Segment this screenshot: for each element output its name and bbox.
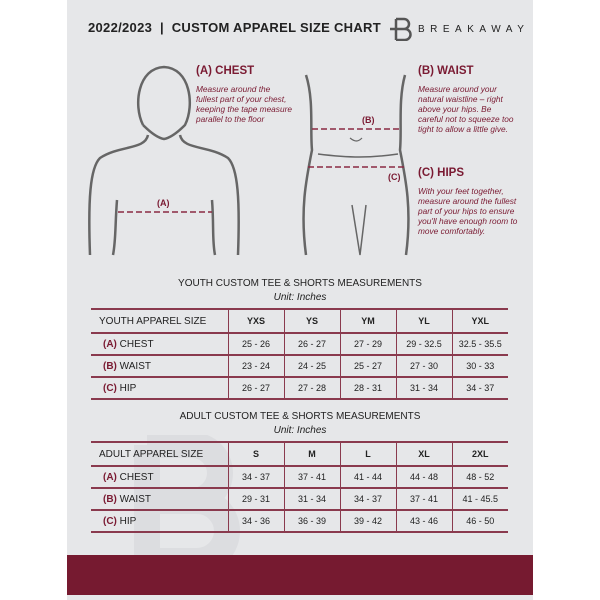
row-label: CHEST [119, 338, 154, 350]
header-label: YOUTH APPAREL SIZE [91, 308, 228, 334]
table-row: (A) CHEST 34 - 37 37 - 41 41 - 44 44 - 4… [91, 465, 508, 489]
cell: 25 - 26 [227, 332, 284, 356]
header-label: ADULT APPAREL SIZE [91, 441, 228, 467]
waist-marker: (B) [362, 115, 375, 125]
cell: 27 - 30 [395, 354, 452, 378]
upper-body-outline [88, 65, 240, 256]
table-header-row: YOUTH APPAREL SIZE YXS YS YM YL YXL [91, 308, 508, 334]
cell: 28 - 31 [339, 376, 396, 400]
cell: 46 - 50 [451, 509, 508, 533]
cell: 44 - 48 [395, 465, 452, 489]
hips-marker: (C) [388, 172, 401, 182]
cell: 41 - 44 [339, 465, 396, 489]
cell: 24 - 25 [283, 354, 340, 378]
cell: 37 - 41 [283, 465, 340, 489]
row-label: HIP [119, 382, 137, 394]
cell: 39 - 42 [339, 509, 396, 533]
size-header: YM [339, 308, 396, 334]
table-header-row: ADULT APPAREL SIZE S M L XL 2XL [91, 441, 508, 467]
size-header: YXL [451, 308, 508, 334]
cell: 25 - 27 [339, 354, 396, 378]
cell: 30 - 33 [451, 354, 508, 378]
size-header: YS [283, 308, 340, 334]
cell: 27 - 29 [339, 332, 396, 356]
chest-marker: (A) [157, 198, 170, 208]
size-header: L [339, 441, 396, 467]
row-marker: (C) [103, 382, 117, 394]
youth-unit: Unit: Inches [273, 292, 327, 303]
cell: 26 - 27 [227, 376, 284, 400]
size-header: YXS [227, 308, 284, 334]
size-header: 2XL [451, 441, 508, 467]
cell: 41 - 45.5 [451, 487, 508, 511]
waist-heading: (B) WAIST [418, 65, 474, 77]
cell: 34 - 37 [339, 487, 396, 511]
table-row: (C) HIP 26 - 27 27 - 28 28 - 31 31 - 34 … [91, 376, 508, 400]
footer-bar [67, 555, 533, 595]
page-title: 2022/2023 | CUSTOM APPAREL SIZE CHART [88, 20, 381, 35]
size-header: XL [395, 441, 452, 467]
cell: 34 - 36 [227, 509, 284, 533]
row-label: CHEST [119, 471, 154, 483]
hips-heading: (C) HIPS [418, 167, 464, 179]
cell: 23 - 24 [227, 354, 284, 378]
adult-size-table: ADULT APPAREL SIZE S M L XL 2XL (A) CHES… [91, 441, 508, 533]
cell: 37 - 41 [395, 487, 452, 511]
breakaway-logo-icon [390, 17, 412, 41]
cell: 34 - 37 [451, 376, 508, 400]
cell: 26 - 27 [283, 332, 340, 356]
youth-size-table: YOUTH APPAREL SIZE YXS YS YM YL YXL (A) … [91, 308, 508, 400]
size-header: YL [395, 308, 452, 334]
table-row: (A) CHEST 25 - 26 26 - 27 27 - 29 29 - 3… [91, 332, 508, 356]
youth-table-title: YOUTH CUSTOM TEE & SHORTS MEASUREMENTS [178, 278, 422, 289]
size-header: S [227, 441, 284, 467]
waist-instructions: Measure around your natural waistline – … [418, 84, 514, 134]
table-row: (C) HIP 34 - 36 36 - 39 39 - 42 43 - 46 … [91, 509, 508, 533]
row-label: WAIST [119, 493, 151, 505]
lower-body-outline [302, 74, 410, 256]
brand-name: BREAKAWAY [418, 24, 530, 35]
cell: 34 - 37 [227, 465, 284, 489]
cell: 27 - 28 [283, 376, 340, 400]
body-figures [88, 65, 410, 256]
cell: 43 - 46 [395, 509, 452, 533]
cell: 31 - 34 [395, 376, 452, 400]
table-row: (B) WAIST 23 - 24 24 - 25 25 - 27 27 - 3… [91, 354, 508, 378]
row-marker: (A) [103, 471, 117, 483]
adult-unit: Unit: Inches [273, 425, 327, 436]
cell: 32.5 - 35.5 [451, 332, 508, 356]
cell: 29 - 31 [227, 487, 284, 511]
chest-heading: (A) CHEST [196, 65, 255, 77]
hips-instructions: With your feet together, measure around … [418, 186, 518, 236]
cell: 36 - 39 [283, 509, 340, 533]
row-label: WAIST [119, 360, 151, 372]
row-label: HIP [119, 515, 137, 527]
cell: 48 - 52 [451, 465, 508, 489]
row-marker: (B) [103, 360, 117, 372]
cell: 29 - 32.5 [395, 332, 452, 356]
chest-instructions: Measure around the fullest part of your … [196, 84, 292, 124]
size-header: M [283, 441, 340, 467]
table-row: (B) WAIST 29 - 31 31 - 34 34 - 37 37 - 4… [91, 487, 508, 511]
cell: 31 - 34 [283, 487, 340, 511]
row-marker: (C) [103, 515, 117, 527]
row-marker: (A) [103, 338, 117, 350]
row-marker: (B) [103, 493, 117, 505]
adult-table-title: ADULT CUSTOM TEE & SHORTS MEASUREMENTS [179, 411, 421, 422]
measure-lines [118, 128, 404, 213]
